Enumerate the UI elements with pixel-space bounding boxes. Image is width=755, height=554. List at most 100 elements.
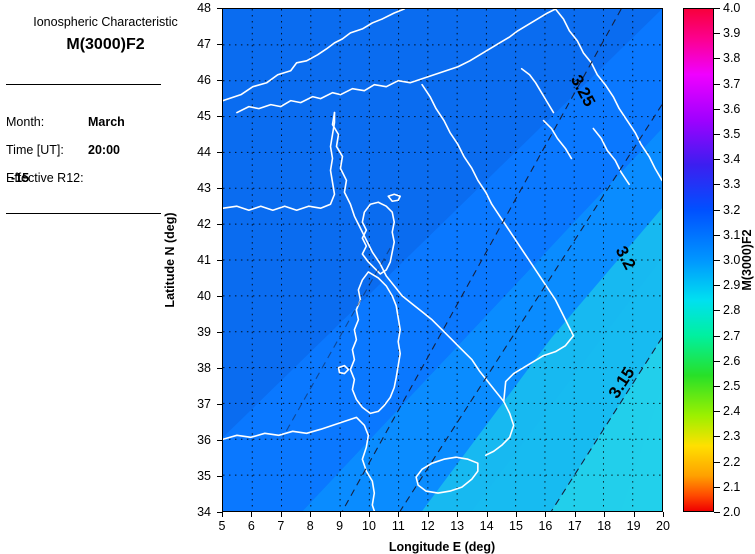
y-tick-label: 41 xyxy=(197,253,211,267)
y-tick-label: 39 xyxy=(197,325,211,339)
info-row-time: Time [UT]: 20:00 xyxy=(6,143,120,157)
y-tick-label: 35 xyxy=(197,469,211,483)
y-tick-label: 37 xyxy=(197,397,211,411)
colorbar-tick xyxy=(714,33,720,35)
colorbar-tick xyxy=(714,512,720,513)
y-tick-label: 45 xyxy=(197,109,211,123)
map-plot: 3.25 3.2 3.15 5 6 7 8 9 10 11 xyxy=(163,1,670,554)
colorbar-tick xyxy=(714,209,720,211)
colorbar-tick-label: 3.4 xyxy=(723,152,741,167)
x-tick-label: 15 xyxy=(509,519,523,533)
y-tick-label: 34 xyxy=(197,505,211,519)
colorbar-tick-label: 3.1 xyxy=(723,227,741,242)
y-tick-label: 42 xyxy=(197,217,211,231)
colorbar-tick xyxy=(714,461,720,463)
colorbar-tick-label: 2.4 xyxy=(723,404,741,419)
colorbar-tick xyxy=(714,108,720,110)
plot-frame: 3.25 3.2 3.15 xyxy=(222,8,663,512)
x-tick xyxy=(369,512,370,517)
info-value-time: 20:00 xyxy=(88,143,120,157)
map-canvas: 3.25 3.2 3.15 xyxy=(223,9,662,511)
colorbar-tick xyxy=(714,285,720,287)
colorbar-tick xyxy=(714,134,720,135)
y-tick xyxy=(217,368,222,369)
x-tick-label: 17 xyxy=(567,519,582,533)
x-tick xyxy=(663,512,664,517)
y-tick xyxy=(217,260,222,261)
colorbar-tick xyxy=(714,310,720,312)
x-tick xyxy=(633,512,635,517)
x-tick xyxy=(310,512,312,517)
y-tick xyxy=(217,116,222,117)
x-tick xyxy=(398,512,400,517)
colorbar-tick xyxy=(714,8,720,9)
info-value-r12: -15 xyxy=(11,171,30,185)
x-tick-label: 9 xyxy=(336,519,344,533)
y-tick-label: 48 xyxy=(197,1,211,15)
panel-subtitle: M(3000)F2 xyxy=(66,36,145,53)
colorbar-tick-label: 2.5 xyxy=(723,379,741,393)
x-tick-label: 19 xyxy=(626,519,641,533)
x-tick-label: 20 xyxy=(656,519,670,533)
y-tick xyxy=(217,332,222,333)
coastlines xyxy=(223,9,662,511)
colorbar-tick-label: 3.0 xyxy=(723,253,741,267)
x-axis-title: Longitude E (deg) xyxy=(388,540,496,554)
info-value-month: March xyxy=(88,115,125,129)
colorbar-tick xyxy=(714,436,720,438)
x-tick xyxy=(545,512,547,517)
colorbar-tick xyxy=(714,486,720,488)
colorbar-tick-label: 2.8 xyxy=(723,303,741,318)
y-tick xyxy=(217,404,222,405)
divider-top xyxy=(6,84,161,85)
x-tick-label: 11 xyxy=(391,519,405,533)
x-tick xyxy=(604,512,606,517)
colorbar-tick-label: 2.2 xyxy=(723,454,741,469)
x-tick-label: 6 xyxy=(247,519,255,533)
x-tick-label: 8 xyxy=(306,519,314,533)
colorbar-tick-label: 2.1 xyxy=(723,479,741,494)
y-tick-label: 44 xyxy=(197,145,211,159)
x-tick-label: 12 xyxy=(420,519,435,533)
colorbar-title: M(3000)F2 xyxy=(740,229,754,291)
colorbar-tick xyxy=(714,335,720,337)
colorbar-tick xyxy=(714,260,720,261)
x-tick xyxy=(251,512,253,517)
y-tick-label: 40 xyxy=(197,289,211,303)
y-tick-label: 47 xyxy=(197,37,211,51)
x-tick xyxy=(486,512,488,517)
y-tick-label: 43 xyxy=(197,181,211,195)
y-tick xyxy=(217,8,222,9)
colorbar-tick-label: 2.3 xyxy=(723,429,741,444)
x-tick-label: 13 xyxy=(450,519,465,533)
info-row-r12: Effective R12:-15 xyxy=(6,171,84,185)
x-tick-label: 7 xyxy=(277,519,285,533)
gridlines-horizontal xyxy=(223,44,662,476)
colorbar-tick-label: 2.7 xyxy=(723,328,741,343)
y-tick xyxy=(217,512,222,513)
y-tick xyxy=(217,296,222,297)
colorbar-tick xyxy=(714,234,720,236)
x-tick xyxy=(222,512,223,517)
x-tick-label: 18 xyxy=(597,519,612,533)
colorbar-tick-label: 2.0 xyxy=(723,505,741,519)
x-tick xyxy=(457,512,459,517)
y-tick xyxy=(217,224,222,225)
y-tick xyxy=(217,80,222,81)
colorbar-tick xyxy=(714,411,720,413)
colorbar-tick-label: 2.6 xyxy=(723,353,741,368)
x-tick-label: 16 xyxy=(538,519,553,533)
y-tick-label: 46 xyxy=(197,73,211,87)
colorbar-tick xyxy=(714,159,720,161)
y-tick xyxy=(217,152,222,153)
colorbar-tick-label: 4.0 xyxy=(723,1,741,15)
colorbar-tick-label: 3.5 xyxy=(723,127,741,141)
info-label-time: Time [UT]: xyxy=(6,143,64,157)
colorbar-tick xyxy=(714,58,720,60)
y-axis-title: Latitude N (deg) xyxy=(163,212,177,308)
info-label-month: Month: xyxy=(6,115,45,129)
colorbar-tick-label: 3.7 xyxy=(723,76,741,91)
info-row-month: Month: March xyxy=(6,115,125,129)
x-tick xyxy=(427,512,429,517)
x-tick xyxy=(516,512,517,517)
